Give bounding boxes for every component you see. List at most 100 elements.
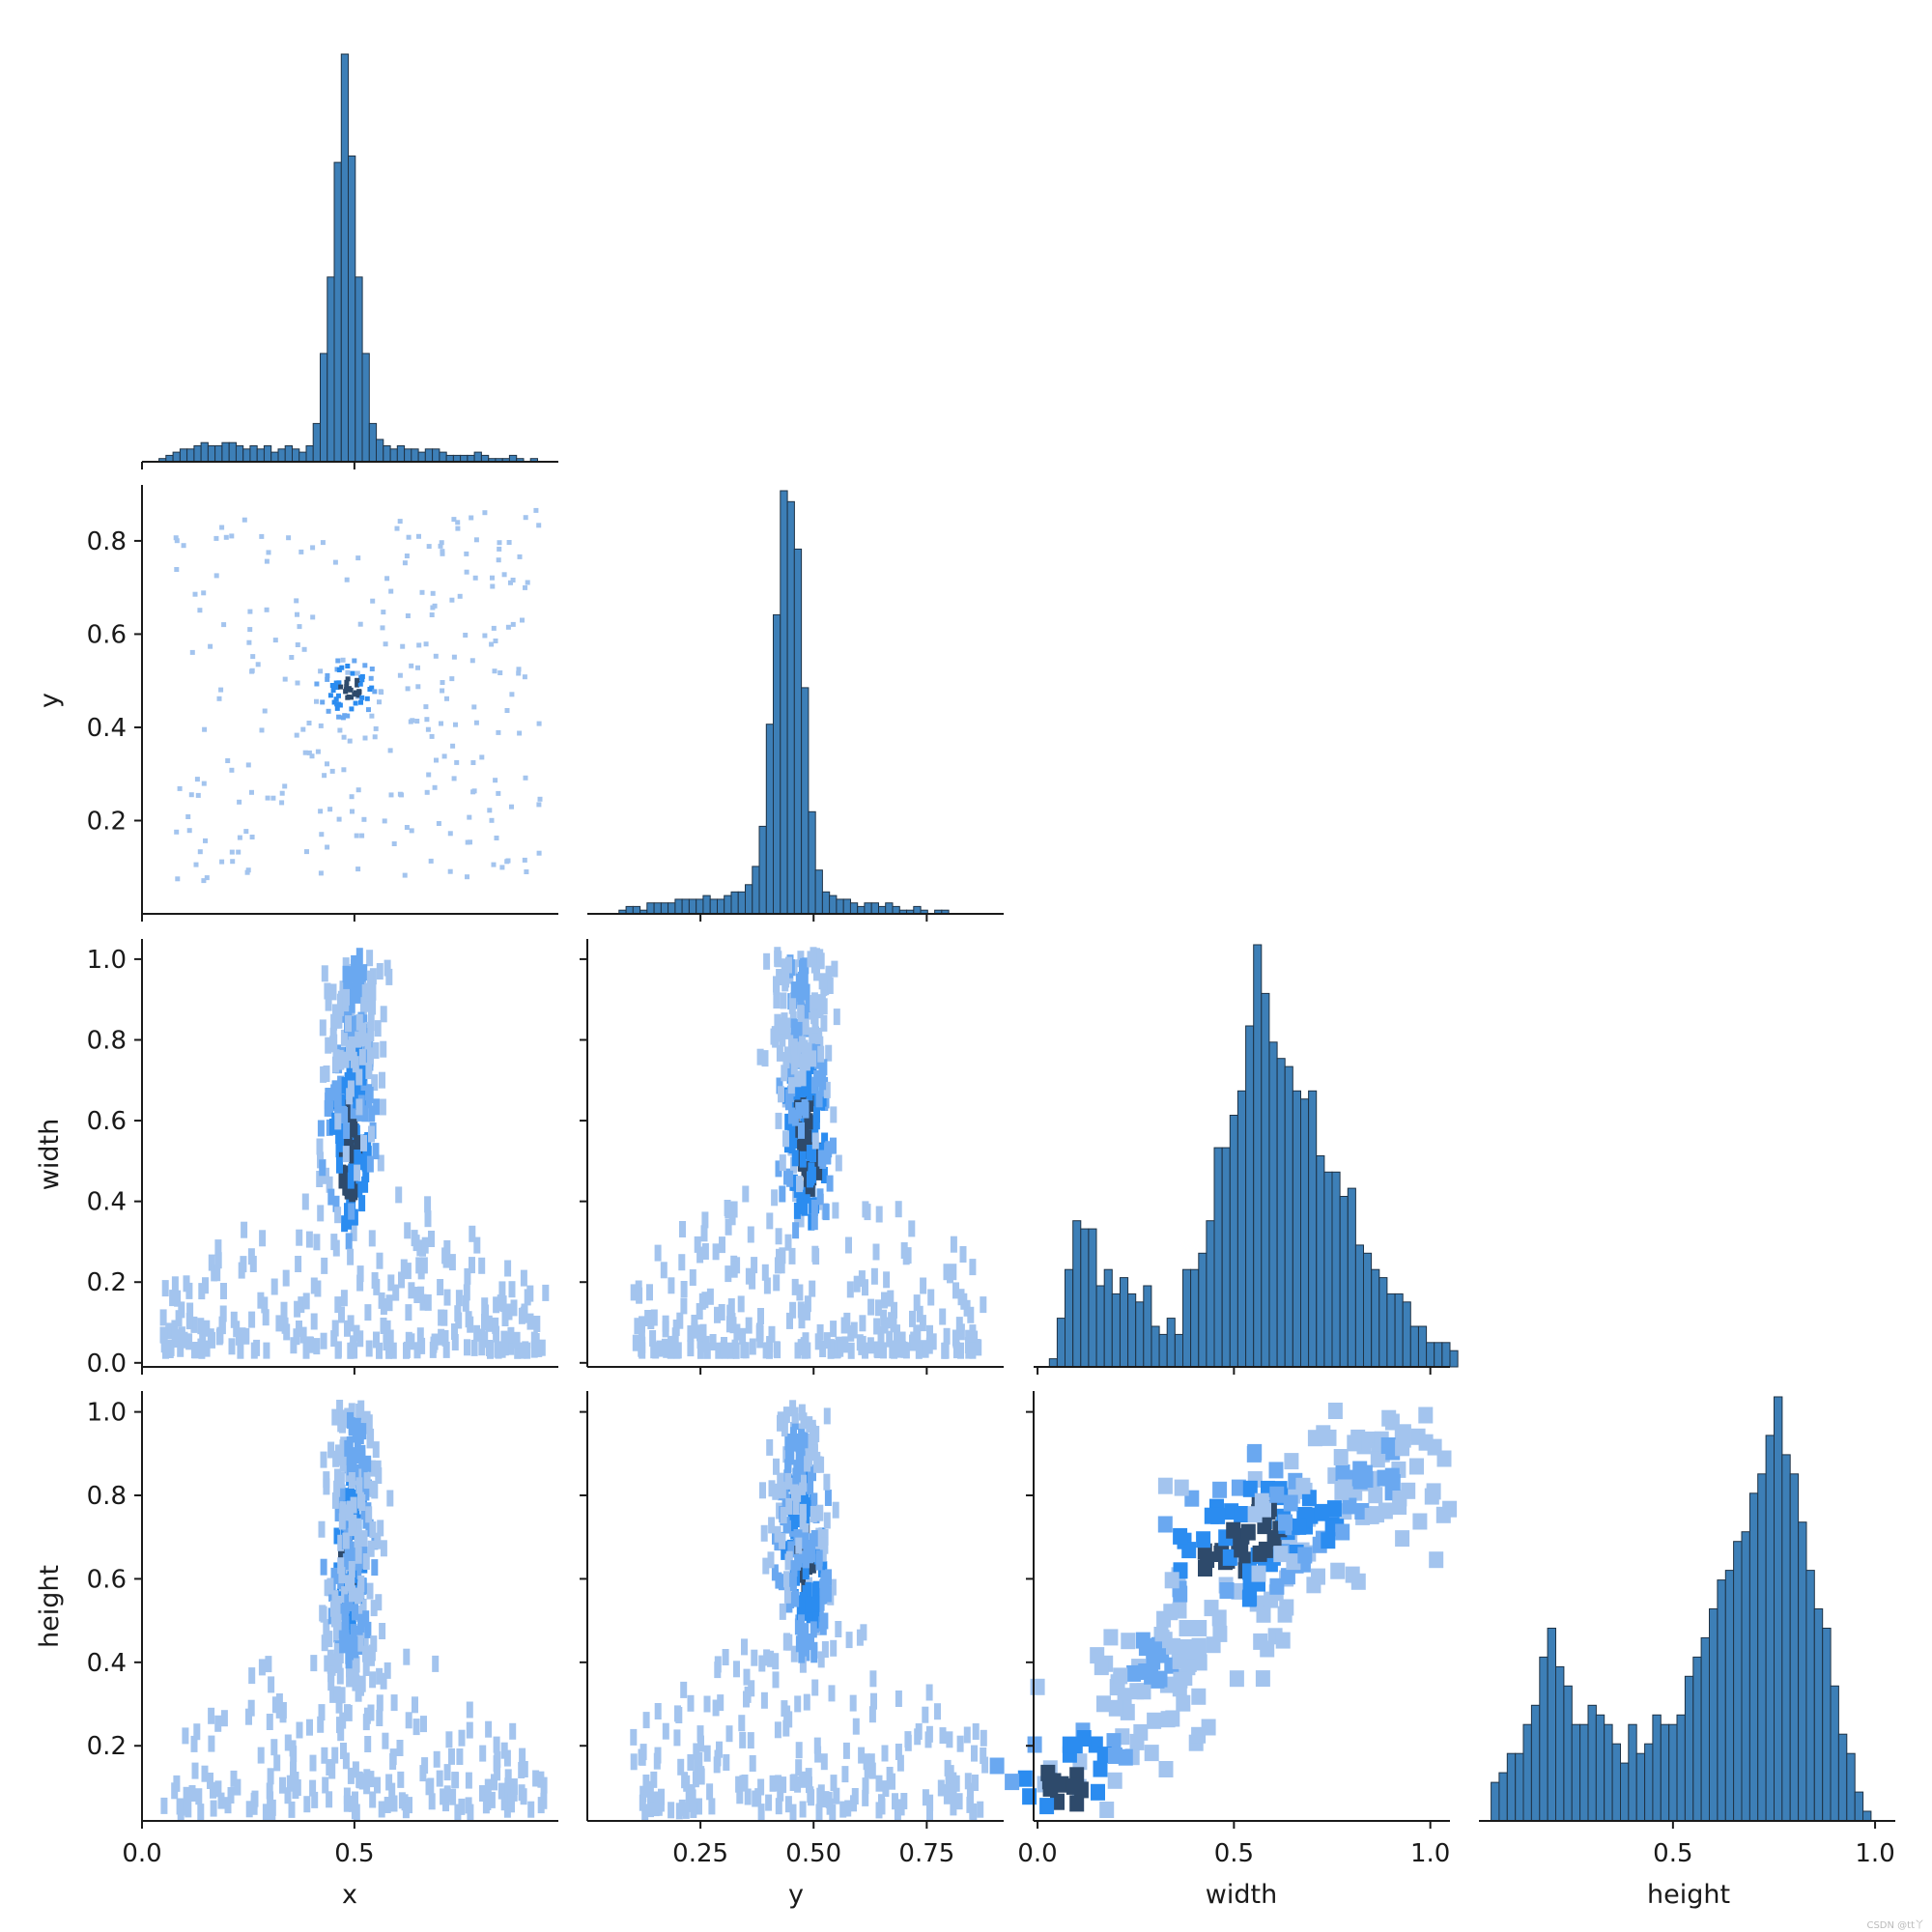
hist2d-cell (725, 1725, 733, 1743)
hist2d-cell (357, 980, 365, 998)
hist2d-cell (347, 1605, 354, 1623)
hist2d-cell (380, 1040, 387, 1058)
hist2d-cell (466, 1701, 473, 1719)
hist2d-cell (736, 1787, 744, 1804)
histogram-bar (1757, 1473, 1767, 1822)
hist2d-cell (261, 1296, 269, 1314)
hist2d-cell (181, 543, 186, 549)
hist2d-cell (345, 1212, 352, 1230)
hist2d-cell (335, 658, 341, 664)
hist2d-cell (1039, 1798, 1055, 1815)
hist2d-cell (473, 537, 479, 543)
hist2d-cell (429, 733, 435, 739)
hist2d-cell (266, 550, 271, 555)
hist2d-cell (354, 1164, 361, 1181)
hist2d-cell (405, 1304, 412, 1321)
hist2d-cell (497, 1782, 505, 1800)
hist2d-cell (1146, 1653, 1161, 1670)
hist2d-cell (428, 858, 434, 864)
hist2d-cell (292, 1782, 299, 1800)
hist2d-cell (536, 721, 542, 726)
hist2d-cell (799, 1069, 807, 1087)
hist2d-cell (363, 1410, 371, 1428)
hist2d-cell (310, 545, 316, 551)
hist2d-cell (338, 1687, 346, 1704)
histogram-bar (660, 902, 669, 915)
hist2d-cell (353, 1674, 360, 1691)
hist2d-cell (709, 1334, 717, 1350)
histogram-bar (235, 445, 244, 463)
hist2d-cell (496, 729, 501, 735)
hist2d-cell (351, 1183, 358, 1201)
hist2d-cell (356, 1265, 364, 1283)
hist2d-cell (1108, 1699, 1123, 1717)
hist2d-cell (893, 1340, 899, 1357)
hist2d-cell (465, 1772, 472, 1789)
hist2d-cell (301, 1193, 309, 1210)
hist2d-cell (344, 1203, 351, 1220)
hist2d-cell (1256, 1605, 1271, 1623)
histogram-bar (1056, 1318, 1066, 1368)
hist2d-cell (485, 1720, 493, 1738)
hist2d-cell (342, 1051, 350, 1068)
hist2d-cell (1027, 1736, 1042, 1753)
hist2d-cell (793, 1460, 801, 1477)
hist2d-cell (795, 1635, 803, 1653)
hist2d-cell (380, 625, 385, 631)
hist2d-cell (536, 850, 542, 856)
hist2d-cell (718, 1304, 725, 1321)
hist2d-cell (440, 688, 445, 694)
hist2d-cell (185, 1313, 193, 1330)
hist2d-cell (423, 641, 429, 647)
histogram-bar (1354, 1244, 1365, 1368)
hist2d-cell (509, 804, 514, 810)
hist2d-cell (360, 1134, 367, 1151)
histogram-bar (1088, 1228, 1097, 1368)
hist2d-cell (797, 1005, 805, 1022)
histogram-bar (1371, 1268, 1380, 1368)
histogram-bar (1604, 1723, 1613, 1822)
hist2d-cell (748, 1680, 755, 1697)
hist2d-cell (744, 1788, 752, 1805)
hist2d-cell (283, 1323, 291, 1341)
hist2d-cell (444, 696, 449, 701)
hist2d-cell (768, 1480, 776, 1497)
hist2d-cell (350, 1224, 357, 1241)
hist2d-cell (725, 1316, 733, 1333)
hist2d-cell (296, 1721, 303, 1739)
hist2d-cell (1342, 1497, 1357, 1515)
hist2d-cell (817, 1651, 825, 1668)
hist2d-cell (322, 1776, 329, 1794)
hist2d-cell (284, 1787, 292, 1804)
hist2d-cell (630, 1284, 638, 1301)
hist2d-cell (437, 1279, 444, 1295)
hist2d-cell (336, 1400, 344, 1416)
hist2d-cell (802, 1551, 810, 1569)
hist2d-cell (944, 1759, 952, 1776)
hist2d-cell (364, 1621, 372, 1638)
hist2d-cell (493, 778, 498, 783)
hist2d-cell (908, 1220, 916, 1237)
hist2d-cell (438, 543, 443, 549)
hist2d-cell (337, 727, 343, 733)
histogram-bar (773, 613, 781, 915)
hist2d-cell (203, 1320, 211, 1337)
histogram-bar (1635, 1752, 1646, 1822)
hist2d-cell (527, 1801, 535, 1818)
hist2d-cell (450, 743, 456, 749)
hist2d-cell (348, 1520, 355, 1537)
hist2d-cell (696, 1342, 704, 1359)
hist2d-cell (270, 1278, 278, 1295)
hist2d-cell (359, 695, 365, 700)
hist2d-cell (814, 1027, 822, 1044)
histogram-bar (1765, 1435, 1775, 1822)
hist2d-cell (867, 1298, 875, 1316)
hist2d-cell (852, 1718, 860, 1735)
hist2d-cell (1144, 1745, 1159, 1762)
hist2d-cell (520, 1306, 527, 1323)
hist2d-cell (249, 1256, 257, 1272)
hist2d-cell (452, 1772, 460, 1789)
hist2d-cell (1204, 1507, 1219, 1524)
hist2d-cell (297, 624, 302, 630)
hist2d-cell (340, 1290, 348, 1307)
